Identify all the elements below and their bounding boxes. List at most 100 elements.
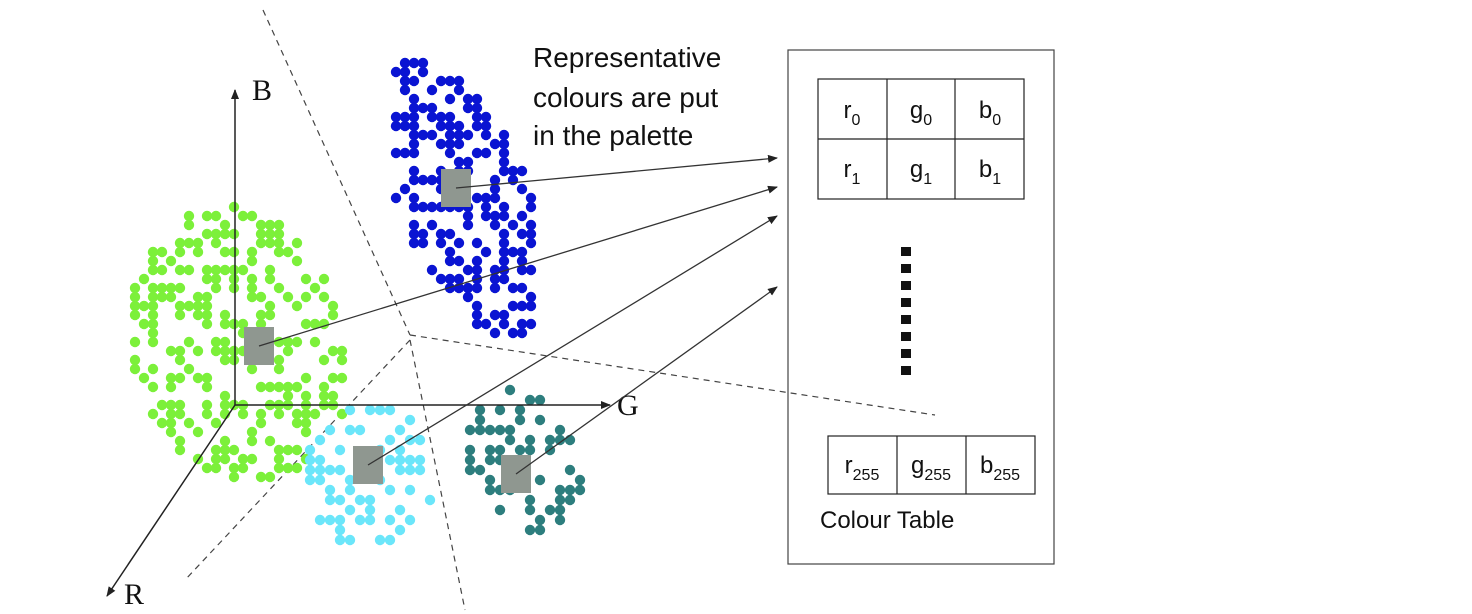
- cluster-point: [174, 282, 186, 294]
- partition-line-right: [409, 334, 936, 416]
- cluster-point: [474, 404, 486, 416]
- cluster-point: [374, 534, 386, 546]
- cluster-point: [237, 264, 249, 276]
- cluster-point: [183, 363, 195, 375]
- cluster-point: [210, 237, 222, 249]
- cluster-point: [324, 514, 336, 526]
- r-axis: [106, 404, 236, 597]
- cluster-point: [394, 424, 406, 436]
- cluster-point: [147, 318, 159, 330]
- cluster-point: [408, 138, 420, 150]
- cluster-point: [489, 309, 501, 321]
- cluster-point: [426, 201, 438, 213]
- cluster-point: [282, 291, 294, 303]
- cluster-point: [489, 183, 501, 195]
- cluster-point: [219, 246, 231, 258]
- cluster-point: [525, 228, 537, 240]
- cluster-point: [174, 237, 186, 249]
- cluster-point: [498, 273, 510, 285]
- cluster-point: [210, 282, 222, 294]
- cluster-point: [462, 156, 474, 168]
- cluster-point: [156, 417, 168, 429]
- cluster-point: [525, 237, 537, 249]
- cluster-point: [498, 309, 510, 321]
- cluster-point: [494, 504, 506, 516]
- cluster-point: [291, 255, 303, 267]
- cluster-point: [219, 435, 231, 447]
- cluster-point: [264, 471, 276, 483]
- cluster-point: [147, 381, 159, 393]
- cluster-point: [435, 120, 447, 132]
- cluster-point: [174, 309, 186, 321]
- cluster-point: [192, 237, 204, 249]
- cluster-point: [474, 464, 486, 476]
- cluster-point: [183, 336, 195, 348]
- cluster-point: [384, 534, 396, 546]
- cluster-point: [210, 345, 222, 357]
- cluster-point: [390, 192, 402, 204]
- cluster-point: [408, 237, 420, 249]
- cluster-point: [498, 255, 510, 267]
- cluster-point: [334, 524, 346, 536]
- cluster-point: [417, 237, 429, 249]
- table-cell-b1: b1: [979, 156, 1001, 188]
- cluster-point: [524, 434, 536, 446]
- cluster-point: [498, 246, 510, 258]
- cluster-point: [489, 174, 501, 186]
- cluster-point: [309, 282, 321, 294]
- cluster-point: [516, 255, 528, 267]
- cluster-point: [324, 484, 336, 496]
- cluster-point: [300, 390, 312, 402]
- cluster-point: [498, 138, 510, 150]
- cluster-point: [300, 426, 312, 438]
- cluster-point: [524, 504, 536, 516]
- cluster-point: [554, 424, 566, 436]
- cluster-point: [364, 494, 376, 506]
- cluster-point: [417, 228, 429, 240]
- cluster-point: [489, 138, 501, 150]
- cluster-point: [514, 404, 526, 416]
- cluster-point: [534, 474, 546, 486]
- cluster-point: [489, 210, 501, 222]
- table-cell-g1: g1: [910, 156, 932, 188]
- cluster-point: [417, 174, 429, 186]
- cluster-point: [334, 444, 346, 456]
- cluster-point: [394, 454, 406, 466]
- cluster-point: [504, 434, 516, 446]
- cluster-point: [394, 464, 406, 476]
- cluster-point: [471, 192, 483, 204]
- cluster-point: [201, 381, 213, 393]
- cluster-point: [246, 435, 258, 447]
- cluster-point: [219, 345, 231, 357]
- cluster-point: [129, 363, 141, 375]
- cluster-point: [489, 219, 501, 231]
- cluster-point: [480, 192, 492, 204]
- cluster-point: [504, 424, 516, 436]
- cluster-point: [309, 408, 321, 420]
- cluster-point: [498, 318, 510, 330]
- cluster-point: [147, 363, 159, 375]
- cluster-point: [426, 84, 438, 96]
- cluster-point: [291, 237, 303, 249]
- cluster-point: [534, 524, 546, 536]
- cluster-point: [435, 273, 447, 285]
- cyan-cluster: [304, 404, 436, 546]
- cluster-point: [210, 210, 222, 222]
- cluster-point: [201, 210, 213, 222]
- cluster-point: [474, 424, 486, 436]
- table-cell-g0: g0: [910, 97, 932, 129]
- cluster-point: [228, 444, 240, 456]
- cluster-point: [304, 444, 316, 456]
- cluster-point: [524, 394, 536, 406]
- cluster-point: [282, 444, 294, 456]
- cluster-point: [424, 494, 436, 506]
- cluster-point: [516, 264, 528, 276]
- cluster-point: [444, 246, 456, 258]
- cluster-point: [324, 494, 336, 506]
- arrow-teal-to-table: [515, 286, 778, 475]
- cluster-point: [344, 424, 356, 436]
- cluster-point: [444, 120, 456, 132]
- cluster-point: [417, 66, 429, 78]
- cluster-point: [228, 471, 240, 483]
- cluster-point: [384, 434, 396, 446]
